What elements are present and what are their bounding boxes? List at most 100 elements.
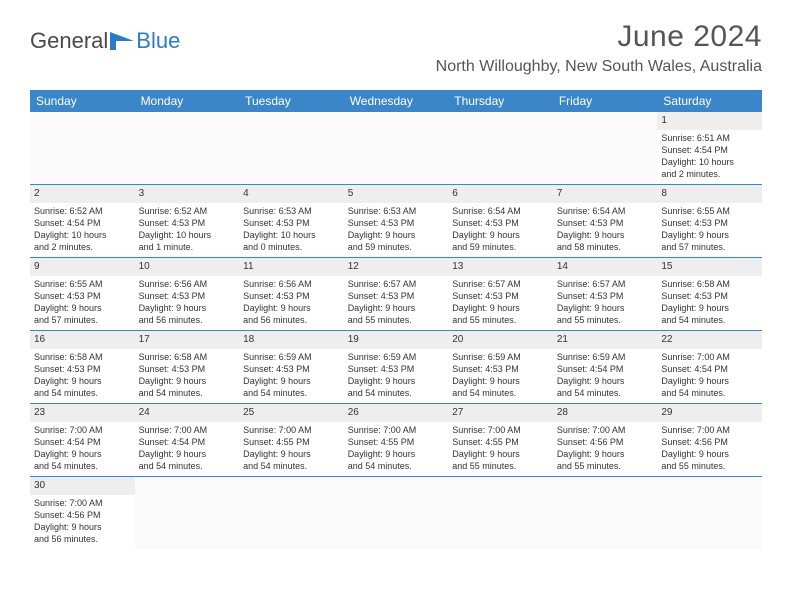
sunrise-line: Sunrise: 6:59 AM bbox=[243, 351, 340, 363]
daylight-line-2: and 2 minutes. bbox=[661, 168, 758, 180]
daylight-line-1: Daylight: 9 hours bbox=[661, 375, 758, 387]
day-body: Sunrise: 7:00 AMSunset: 4:56 PMDaylight:… bbox=[30, 495, 135, 550]
day-number: 22 bbox=[657, 331, 762, 349]
daylight-line-2: and 55 minutes. bbox=[661, 460, 758, 472]
day-body: Sunrise: 6:59 AMSunset: 4:53 PMDaylight:… bbox=[448, 349, 553, 404]
daylight-line-1: Daylight: 9 hours bbox=[34, 302, 131, 314]
daylight-line-1: Daylight: 9 hours bbox=[348, 448, 445, 460]
day-body: Sunrise: 6:57 AMSunset: 4:53 PMDaylight:… bbox=[344, 276, 449, 331]
sunset-line: Sunset: 4:54 PM bbox=[557, 363, 654, 375]
sunrise-line: Sunrise: 7:00 AM bbox=[139, 424, 236, 436]
day-cell: 16Sunrise: 6:58 AMSunset: 4:53 PMDayligh… bbox=[30, 331, 135, 404]
day-number: 23 bbox=[30, 404, 135, 422]
daylight-line-2: and 54 minutes. bbox=[452, 387, 549, 399]
day-cell: 12Sunrise: 6:57 AMSunset: 4:53 PMDayligh… bbox=[344, 258, 449, 331]
day-body: Sunrise: 6:59 AMSunset: 4:53 PMDaylight:… bbox=[344, 349, 449, 404]
sunset-line: Sunset: 4:53 PM bbox=[557, 217, 654, 229]
header: General Blue June 2024 North Willoughby,… bbox=[0, 0, 792, 84]
sunset-line: Sunset: 4:55 PM bbox=[348, 436, 445, 448]
daylight-line-1: Daylight: 9 hours bbox=[243, 375, 340, 387]
daylight-line-1: Daylight: 9 hours bbox=[452, 375, 549, 387]
sunset-line: Sunset: 4:54 PM bbox=[34, 217, 131, 229]
daylight-line-2: and 54 minutes. bbox=[243, 387, 340, 399]
day-cell: 4Sunrise: 6:53 AMSunset: 4:53 PMDaylight… bbox=[239, 185, 344, 258]
sunset-line: Sunset: 4:53 PM bbox=[452, 363, 549, 375]
daylight-line-2: and 54 minutes. bbox=[34, 387, 131, 399]
day-body: Sunrise: 6:58 AMSunset: 4:53 PMDaylight:… bbox=[30, 349, 135, 404]
logo-word-general: General bbox=[30, 28, 108, 54]
day-cell bbox=[448, 477, 553, 550]
sunrise-line: Sunrise: 7:00 AM bbox=[661, 424, 758, 436]
daylight-line-2: and 54 minutes. bbox=[661, 387, 758, 399]
day-body: Sunrise: 7:00 AMSunset: 4:56 PMDaylight:… bbox=[553, 422, 658, 477]
day-body: Sunrise: 6:54 AMSunset: 4:53 PMDaylight:… bbox=[448, 203, 553, 258]
daylight-line-1: Daylight: 9 hours bbox=[557, 448, 654, 460]
sunrise-line: Sunrise: 6:55 AM bbox=[34, 278, 131, 290]
day-number: 19 bbox=[344, 331, 449, 349]
day-cell: 25Sunrise: 7:00 AMSunset: 4:55 PMDayligh… bbox=[239, 404, 344, 477]
sunrise-line: Sunrise: 6:58 AM bbox=[34, 351, 131, 363]
day-body: Sunrise: 6:55 AMSunset: 4:53 PMDaylight:… bbox=[657, 203, 762, 258]
daylight-line-2: and 0 minutes. bbox=[243, 241, 340, 253]
day-cell bbox=[135, 112, 240, 185]
daylight-line-1: Daylight: 9 hours bbox=[452, 448, 549, 460]
calendar-row: 23Sunrise: 7:00 AMSunset: 4:54 PMDayligh… bbox=[30, 404, 762, 477]
day-body: Sunrise: 7:00 AMSunset: 4:55 PMDaylight:… bbox=[239, 422, 344, 477]
sunset-line: Sunset: 4:53 PM bbox=[348, 290, 445, 302]
day-number: 25 bbox=[239, 404, 344, 422]
day-number: 11 bbox=[239, 258, 344, 276]
daylight-line-2: and 55 minutes. bbox=[557, 314, 654, 326]
day-cell bbox=[239, 112, 344, 185]
sunset-line: Sunset: 4:53 PM bbox=[452, 290, 549, 302]
sunset-line: Sunset: 4:53 PM bbox=[243, 363, 340, 375]
day-cell: 21Sunrise: 6:59 AMSunset: 4:54 PMDayligh… bbox=[553, 331, 658, 404]
calendar-row: 2Sunrise: 6:52 AMSunset: 4:54 PMDaylight… bbox=[30, 185, 762, 258]
sunset-line: Sunset: 4:56 PM bbox=[34, 509, 131, 521]
sunrise-line: Sunrise: 6:58 AM bbox=[139, 351, 236, 363]
day-cell: 27Sunrise: 7:00 AMSunset: 4:55 PMDayligh… bbox=[448, 404, 553, 477]
weekday-tuesday: Tuesday bbox=[239, 90, 344, 112]
day-cell bbox=[344, 477, 449, 550]
day-number: 6 bbox=[448, 185, 553, 203]
daylight-line-2: and 54 minutes. bbox=[34, 460, 131, 472]
day-cell: 24Sunrise: 7:00 AMSunset: 4:54 PMDayligh… bbox=[135, 404, 240, 477]
day-body: Sunrise: 6:53 AMSunset: 4:53 PMDaylight:… bbox=[239, 203, 344, 258]
day-cell bbox=[30, 112, 135, 185]
calendar-table: Sunday Monday Tuesday Wednesday Thursday… bbox=[30, 90, 762, 549]
sunset-line: Sunset: 4:53 PM bbox=[34, 363, 131, 375]
sunrise-line: Sunrise: 7:00 AM bbox=[348, 424, 445, 436]
sunset-line: Sunset: 4:53 PM bbox=[243, 217, 340, 229]
daylight-line-2: and 55 minutes. bbox=[452, 460, 549, 472]
daylight-line-1: Daylight: 9 hours bbox=[139, 448, 236, 460]
day-cell: 29Sunrise: 7:00 AMSunset: 4:56 PMDayligh… bbox=[657, 404, 762, 477]
sunset-line: Sunset: 4:53 PM bbox=[348, 363, 445, 375]
sunset-line: Sunset: 4:53 PM bbox=[348, 217, 445, 229]
daylight-line-1: Daylight: 9 hours bbox=[34, 521, 131, 533]
daylight-line-2: and 59 minutes. bbox=[452, 241, 549, 253]
day-cell: 17Sunrise: 6:58 AMSunset: 4:53 PMDayligh… bbox=[135, 331, 240, 404]
month-title: June 2024 bbox=[436, 20, 762, 54]
day-number: 10 bbox=[135, 258, 240, 276]
sunrise-line: Sunrise: 7:00 AM bbox=[34, 424, 131, 436]
daylight-line-2: and 55 minutes. bbox=[557, 460, 654, 472]
day-cell: 9Sunrise: 6:55 AMSunset: 4:53 PMDaylight… bbox=[30, 258, 135, 331]
day-cell: 19Sunrise: 6:59 AMSunset: 4:53 PMDayligh… bbox=[344, 331, 449, 404]
day-cell: 11Sunrise: 6:56 AMSunset: 4:53 PMDayligh… bbox=[239, 258, 344, 331]
day-cell: 5Sunrise: 6:53 AMSunset: 4:53 PMDaylight… bbox=[344, 185, 449, 258]
day-number: 24 bbox=[135, 404, 240, 422]
sunrise-line: Sunrise: 6:52 AM bbox=[34, 205, 131, 217]
day-cell: 22Sunrise: 7:00 AMSunset: 4:54 PMDayligh… bbox=[657, 331, 762, 404]
day-body: Sunrise: 7:00 AMSunset: 4:56 PMDaylight:… bbox=[657, 422, 762, 477]
daylight-line-1: Daylight: 9 hours bbox=[34, 448, 131, 460]
sunrise-line: Sunrise: 6:59 AM bbox=[348, 351, 445, 363]
day-cell: 18Sunrise: 6:59 AMSunset: 4:53 PMDayligh… bbox=[239, 331, 344, 404]
daylight-line-1: Daylight: 9 hours bbox=[348, 302, 445, 314]
day-body: Sunrise: 6:56 AMSunset: 4:53 PMDaylight:… bbox=[135, 276, 240, 331]
day-cell bbox=[135, 477, 240, 550]
day-body: Sunrise: 7:00 AMSunset: 4:54 PMDaylight:… bbox=[657, 349, 762, 404]
day-body: Sunrise: 7:00 AMSunset: 4:55 PMDaylight:… bbox=[448, 422, 553, 477]
daylight-line-1: Daylight: 9 hours bbox=[557, 375, 654, 387]
day-body: Sunrise: 7:00 AMSunset: 4:55 PMDaylight:… bbox=[344, 422, 449, 477]
sunrise-line: Sunrise: 6:55 AM bbox=[661, 205, 758, 217]
sunset-line: Sunset: 4:53 PM bbox=[243, 290, 340, 302]
